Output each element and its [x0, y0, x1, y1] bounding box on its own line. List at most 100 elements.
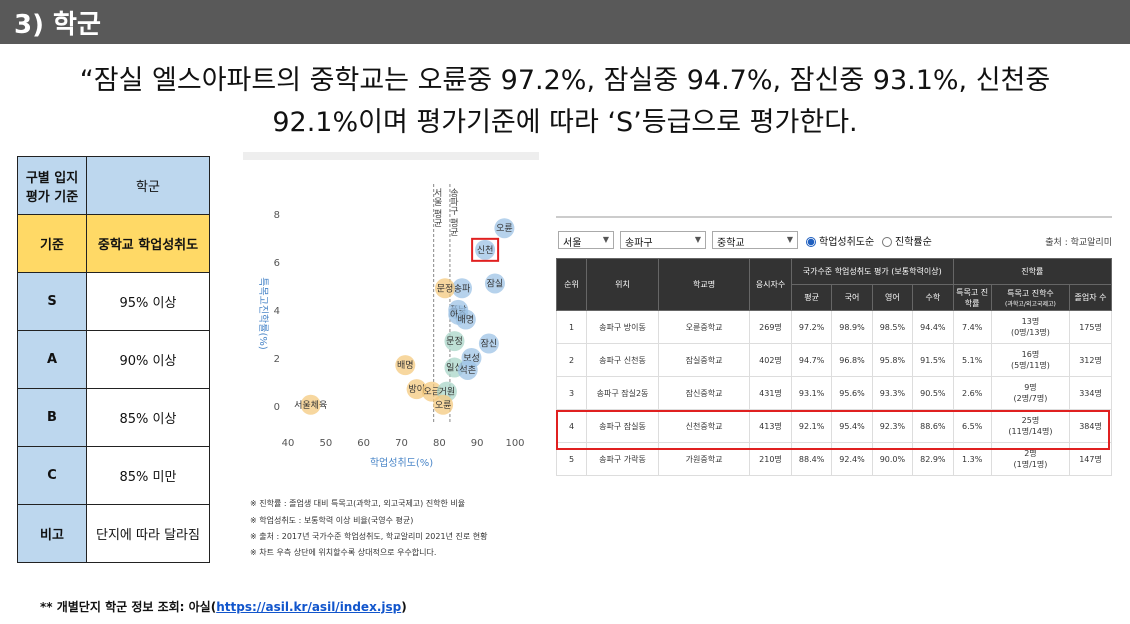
- y-tick-label: 8: [274, 210, 280, 221]
- cell-examinees: 431명: [749, 376, 792, 410]
- table-row: 5 송파구 가락동 가원중학교 210명 88.4% 92.4% 90.0% 82.9% 1.3…: [555, 442, 1112, 476]
- chart-footnote: ※ 출처 : 2017년 국가수준 학업성취도, 학교알리미 2021년 진로 …: [250, 532, 488, 541]
- cell-school: 잠실중학교: [658, 343, 751, 377]
- chevron-down-icon: ▼: [602, 235, 609, 244]
- cell-avg: 93.1%: [790, 376, 833, 410]
- data-point-label: 신천: [477, 245, 494, 256]
- cell-count-note: (5명/11명): [1010, 361, 1050, 370]
- cell-location: 송파구 가락동: [586, 442, 660, 476]
- criteria-grade-row: A 90% 이상: [17, 330, 210, 389]
- city-select[interactable]: 서울 ▼: [558, 231, 614, 249]
- cell-math: 88.6%: [912, 409, 954, 443]
- cell-rank: 4: [555, 409, 588, 443]
- data-point-label: 잠신: [481, 339, 498, 350]
- data-point: [395, 355, 416, 376]
- sort-by-advancement-radio[interactable]: 진학률순: [882, 233, 932, 248]
- col-avg: 평균: [790, 284, 833, 311]
- cell-math: 94.4%: [912, 310, 954, 344]
- data-point-label: 배명: [458, 315, 475, 326]
- data-point-label: 오륜: [496, 223, 513, 234]
- cell-school: 잠신중학교: [658, 376, 751, 410]
- data-point: [484, 273, 505, 294]
- data-point: [406, 379, 427, 400]
- x-axis-label: 학업성취도(%): [370, 456, 433, 469]
- asil-link[interactable]: https://asil.kr/asil/index.jsp: [216, 600, 402, 614]
- data-point: [457, 359, 478, 380]
- level-select[interactable]: 중학교 ▼: [712, 231, 798, 249]
- cell-examinees: 210명: [749, 442, 792, 476]
- data-point-label: 문정: [437, 283, 454, 294]
- cell-math: 91.5%: [912, 343, 954, 377]
- cell-grads: 147명: [1069, 442, 1112, 476]
- table-header-row: 순위 위치 학교명 응시자수 국가수준 학업성취도 평가 (보통학력이상) 진학…: [555, 258, 1113, 311]
- data-point-label: 문정: [446, 336, 463, 347]
- cell-eng: 98.5%: [871, 310, 914, 344]
- district-select-value: 송파구: [625, 238, 653, 249]
- x-tick-label: 70: [395, 438, 408, 449]
- chart-footnote: ※ 학업성취도 : 보통학력 이상 비율(국영수 평균): [250, 516, 414, 525]
- cell-examinees: 402명: [749, 343, 792, 377]
- data-point: [452, 278, 473, 299]
- chart-footnote: ※ 차트 우측 상단에 위치할수록 상대적으로 우수합니다.: [250, 548, 437, 557]
- cell-count-note: (2명/7명): [1013, 394, 1048, 403]
- col-school: 학교명: [658, 258, 751, 311]
- cell-kor: 98.9%: [831, 310, 873, 344]
- grade-label: 비고: [17, 504, 87, 563]
- cell-special: 7.4%: [952, 310, 992, 344]
- data-point: [478, 333, 499, 354]
- data-point: [444, 331, 465, 352]
- grade-label: C: [17, 446, 87, 505]
- cell-count-value: 13명: [1021, 317, 1040, 326]
- criteria-grade-row: C 85% 미만: [17, 446, 210, 505]
- level-select-value: 중학교: [717, 238, 745, 249]
- grade-label: A: [17, 330, 87, 389]
- grade-desc: 85% 이상: [86, 388, 210, 447]
- col-math: 수학: [912, 284, 954, 311]
- cell-rank: 3: [555, 376, 588, 410]
- cell-count-note: (0명/13명): [1010, 328, 1050, 337]
- x-tick-label: 90: [471, 438, 484, 449]
- cell-count-value: 16명: [1021, 350, 1040, 359]
- footnote: ** 개별단지 학군 정보 조회: 아실(https://asil.kr/asi…: [40, 598, 407, 615]
- cell-count: 9명 (2명/7명): [990, 376, 1071, 410]
- grade-desc: 95% 이상: [86, 272, 210, 331]
- x-tick-label: 40: [282, 438, 295, 449]
- col-eng: 영어: [871, 284, 914, 311]
- x-tick-label: 50: [319, 438, 332, 449]
- cell-school: 가원중학교: [658, 442, 751, 476]
- cell-count: 13명 (0명/13명): [990, 310, 1071, 344]
- school-table-body: 1 송파구 방이동 오륜중학교 269명 97.2% 98.9% 98.5% 94.4% 7.4…: [555, 310, 1112, 476]
- col-examinees: 응시자수: [749, 258, 792, 311]
- cell-kor: 92.4%: [831, 442, 873, 476]
- col-special: 특목고 진학률: [952, 284, 992, 311]
- cell-eng: 95.8%: [871, 343, 914, 377]
- sort-by-achievement-radio[interactable]: 학업성취도순: [806, 233, 874, 248]
- chevron-down-icon: ▼: [694, 235, 701, 244]
- x-tick-label: 100: [505, 438, 524, 449]
- criteria-table: 구별 입지 평가 기준 학군 기준 중학교 학업성취도 S 95% 이상 A 9…: [17, 156, 210, 563]
- footnote-suffix: ): [401, 600, 407, 614]
- criteria-grade-row: 비고 단지에 따라 달라짐: [17, 504, 210, 563]
- table-row: 2 송파구 신천동 잠실중학교 402명 94.7% 96.8% 95.8% 91.5% 5.1…: [555, 343, 1112, 377]
- y-tick-label: 0: [274, 402, 280, 413]
- data-point-label: 석촌: [459, 365, 476, 376]
- cell-count: 2명 (1명/1명): [990, 442, 1071, 476]
- highlighted-row-frame: [556, 410, 1110, 450]
- radio-label: 학업성취도순: [819, 237, 875, 248]
- radio-unselected-icon: [882, 237, 892, 247]
- cell-grads: 175명: [1069, 310, 1112, 344]
- data-point: [300, 394, 321, 415]
- data-point: [475, 239, 496, 260]
- cell-kor: 95.4%: [831, 409, 873, 443]
- grade-desc: 85% 미만: [86, 446, 210, 505]
- criteria-header-value: 학군: [86, 156, 210, 215]
- data-point-label: 보성: [463, 353, 480, 364]
- district-select[interactable]: 송파구 ▼: [620, 231, 706, 249]
- col-group-adv: 진학률: [952, 258, 1113, 285]
- data-point-label: 배명: [397, 360, 414, 371]
- cell-eng: 90.0%: [871, 442, 914, 476]
- cell-count-note: (1명/1명): [1013, 460, 1048, 469]
- footnote-prefix: ** 개별단지 학군 정보 조회: 아실(: [40, 600, 217, 614]
- criteria-grade-row: S 95% 이상: [17, 272, 210, 331]
- cell-rank: 1: [555, 310, 588, 344]
